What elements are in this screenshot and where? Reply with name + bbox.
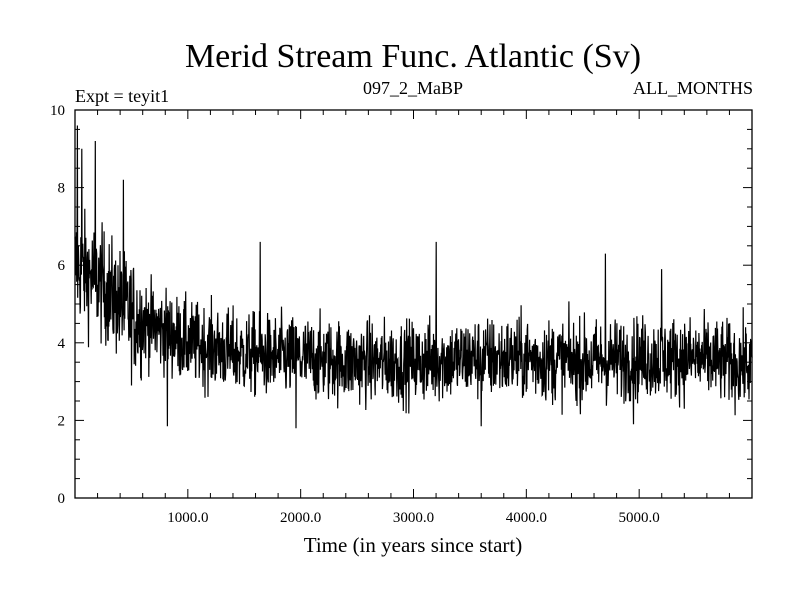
y-tick-label: 8 <box>58 181 66 197</box>
y-tick-label: 4 <box>58 336 66 352</box>
period-label: 097_2_MaBP <box>363 78 463 98</box>
chart-title: Merid Stream Func. Atlantic (Sv) <box>185 38 641 75</box>
y-tick-labels: 0 2 4 6 8 10 <box>50 103 66 507</box>
y-tick-label: 10 <box>50 103 65 119</box>
plot-frame <box>74 109 753 499</box>
months-label: ALL_MONTHS <box>633 78 753 98</box>
experiment-label: Expt = teyit1 <box>75 86 169 106</box>
y-tick-label: 6 <box>58 258 66 274</box>
series-line <box>74 125 753 429</box>
y-tick-label: 2 <box>58 413 66 429</box>
x-tick-label: 4000.0 <box>506 510 547 526</box>
x-axis-label: Time (in years since start) <box>304 533 523 557</box>
x-tick-label: 3000.0 <box>393 510 434 526</box>
x-tick-labels: 1000.0 2000.0 3000.0 4000.0 5000.0 <box>167 510 660 526</box>
x-tick-label: 2000.0 <box>280 510 321 526</box>
x-tick-label: 1000.0 <box>167 510 208 526</box>
y-tick-label: 0 <box>58 491 66 507</box>
x-tick-label: 5000.0 <box>619 510 660 526</box>
axis-ticks <box>75 110 752 498</box>
